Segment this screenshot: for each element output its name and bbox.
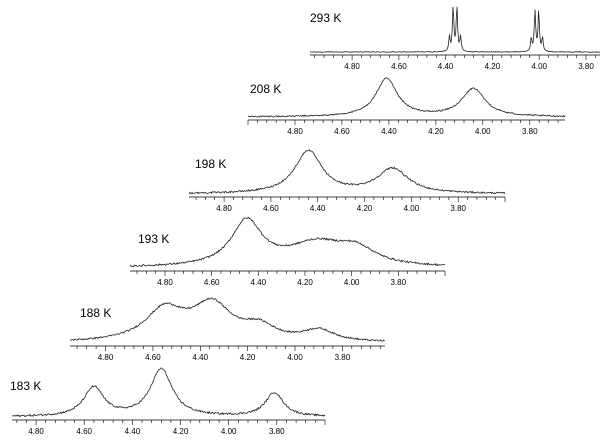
tick-label: 4.00 [344, 278, 360, 287]
tick-label: 4.60 [204, 278, 220, 287]
tick-label: 4.60 [391, 62, 407, 71]
tick-label: 4.80 [98, 353, 114, 362]
spectrum-trace [129, 216, 446, 268]
tick-label: 4.40 [251, 278, 267, 287]
tick-label: 4.00 [287, 353, 303, 362]
spectrum-2: 208 K 4.80 4.60 4.40 4.20 4.00 3.80 [247, 77, 566, 136]
tick-label: 4.40 [438, 62, 454, 71]
temperature-label: 208 K [250, 82, 281, 96]
tick-label: 4.20 [297, 278, 313, 287]
tick-label: 4.20 [357, 204, 373, 213]
tick-label: 4.60 [145, 353, 161, 362]
spectrum-1: 293 K 4.80 4.60 4.40 4.20 4.00 3.80 [309, 6, 600, 71]
tick-label: 4.80 [287, 127, 303, 136]
tick-label: 4.80 [216, 204, 232, 213]
tick-label: 4.20 [173, 427, 189, 436]
tick-label: 4.40 [193, 353, 209, 362]
tick-label: 4.00 [404, 204, 420, 213]
temperature-label: 198 K [195, 157, 226, 171]
tick-label: 4.60 [263, 204, 279, 213]
tick-label: 3.80 [522, 127, 538, 136]
spectrum-6: 183 K 4.80 4.60 4.40 4.20 4.00 3.80 [10, 367, 326, 436]
tick-label: 4.80 [157, 278, 173, 287]
tick-label: 4.80 [28, 427, 44, 436]
spectrum-3: 198 K 4.80 4.60 4.40 4.20 4.00 3.80 [188, 149, 506, 213]
tick-label: 3.80 [335, 353, 351, 362]
tick-label: 3.80 [450, 204, 466, 213]
tick-label: 4.40 [310, 204, 326, 213]
tick-label: 4.40 [125, 427, 141, 436]
tick-label: 4.60 [76, 427, 92, 436]
spectrum-trace [188, 149, 506, 195]
tick-label: 3.80 [269, 427, 285, 436]
tick-label: 4.40 [381, 127, 397, 136]
tick-label: 4.00 [221, 427, 237, 436]
tick-label: 3.80 [578, 62, 594, 71]
tick-label: 4.00 [531, 62, 547, 71]
spectrum-trace [309, 6, 600, 53]
tick-label: 4.20 [428, 127, 444, 136]
spectrum-5: 188 K 4.80 4.60 4.40 4.20 4.00 3.80 [69, 297, 386, 362]
tick-label: 4.60 [334, 127, 350, 136]
tick-label: 4.80 [344, 62, 360, 71]
temperature-label: 293 K [310, 11, 341, 25]
temperature-label: 188 K [80, 306, 111, 320]
tick-label: 4.20 [485, 62, 501, 71]
spectrum-trace [11, 367, 326, 418]
spectrum-4: 193 K 4.80 4.60 4.40 4.20 4.00 3.80 [129, 216, 446, 287]
tick-label: 4.00 [475, 127, 491, 136]
spectrum-trace [69, 297, 386, 342]
tick-label: 4.20 [240, 353, 256, 362]
temperature-label: 183 K [10, 379, 41, 393]
tick-label: 3.80 [391, 278, 407, 287]
spectra-stack: 293 K 4.80 4.60 4.40 4.20 4.00 3.80 208 K 4.80 4.… [10, 6, 600, 436]
spectrum-trace [248, 77, 566, 118]
temperature-label: 193 K [138, 232, 169, 246]
